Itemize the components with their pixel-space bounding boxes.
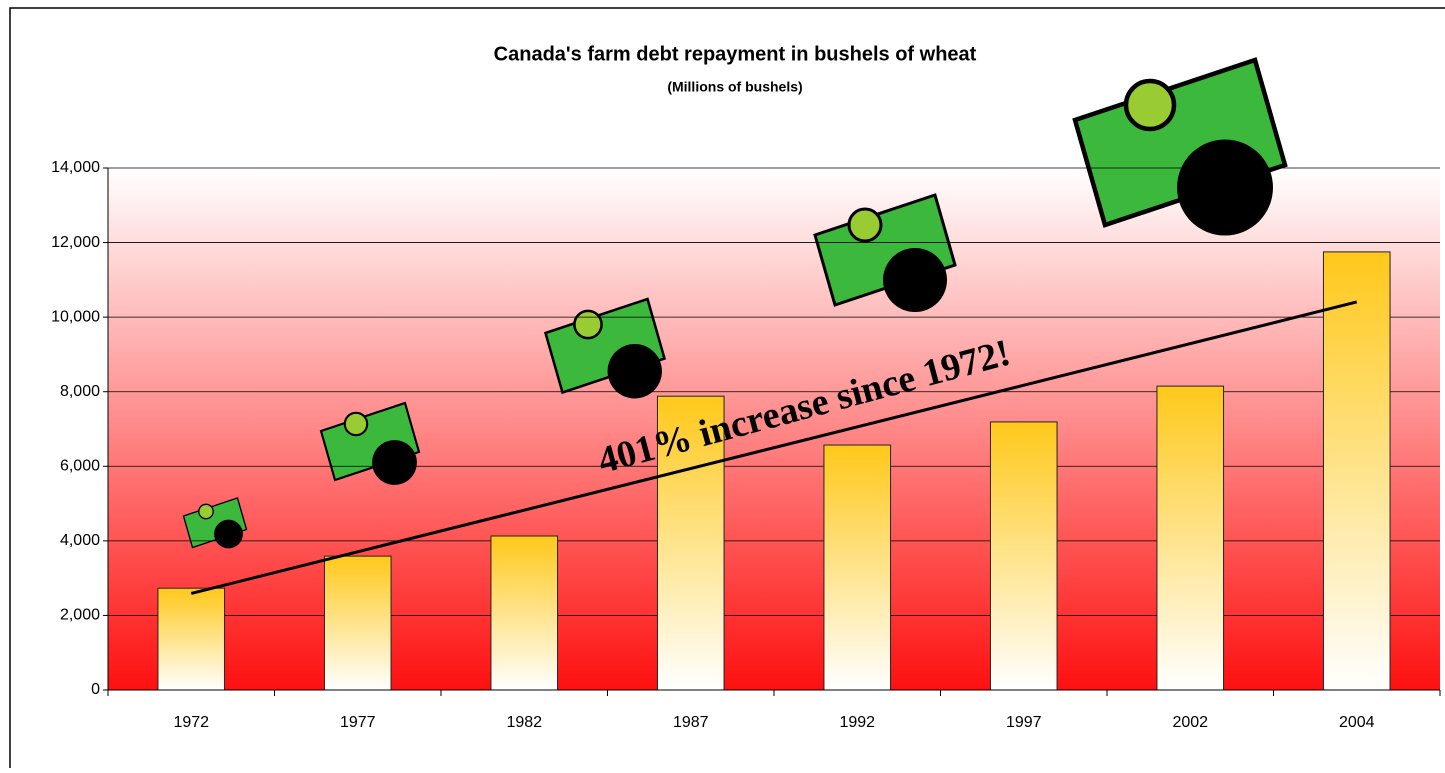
x-tick-label: 1982: [506, 714, 542, 731]
y-tick-label: 14,000: [51, 159, 100, 176]
y-tick-label: 4,000: [60, 532, 100, 549]
y-tick-label: 10,000: [51, 308, 100, 325]
chart-subtitle: (Millions of bushels): [667, 79, 802, 95]
x-tick-label: 1972: [173, 714, 209, 731]
x-tick-label: 1992: [839, 714, 875, 731]
y-tick-label: 8,000: [60, 383, 100, 400]
x-tick-label: 1977: [340, 714, 376, 731]
chart-title: Canada's farm debt repayment in bushels …: [494, 43, 977, 65]
bar: [491, 536, 558, 690]
chart: Canada's farm debt repayment in bushels …: [0, 0, 1445, 768]
bar: [1323, 252, 1390, 690]
y-tick-label: 6,000: [60, 458, 100, 475]
bar: [990, 422, 1057, 690]
x-tick-label: 1997: [1006, 714, 1042, 731]
x-tick-label: 2002: [1172, 714, 1208, 731]
bar: [1157, 386, 1224, 690]
bar: [324, 556, 391, 690]
x-tick-label: 1987: [673, 714, 709, 731]
x-tick-label: 2004: [1339, 714, 1375, 731]
bar: [158, 588, 225, 690]
y-tick-label: 12,000: [51, 234, 100, 251]
y-tick-label: 0: [91, 681, 100, 698]
bar: [824, 445, 891, 690]
y-tick-label: 2,000: [60, 607, 100, 624]
